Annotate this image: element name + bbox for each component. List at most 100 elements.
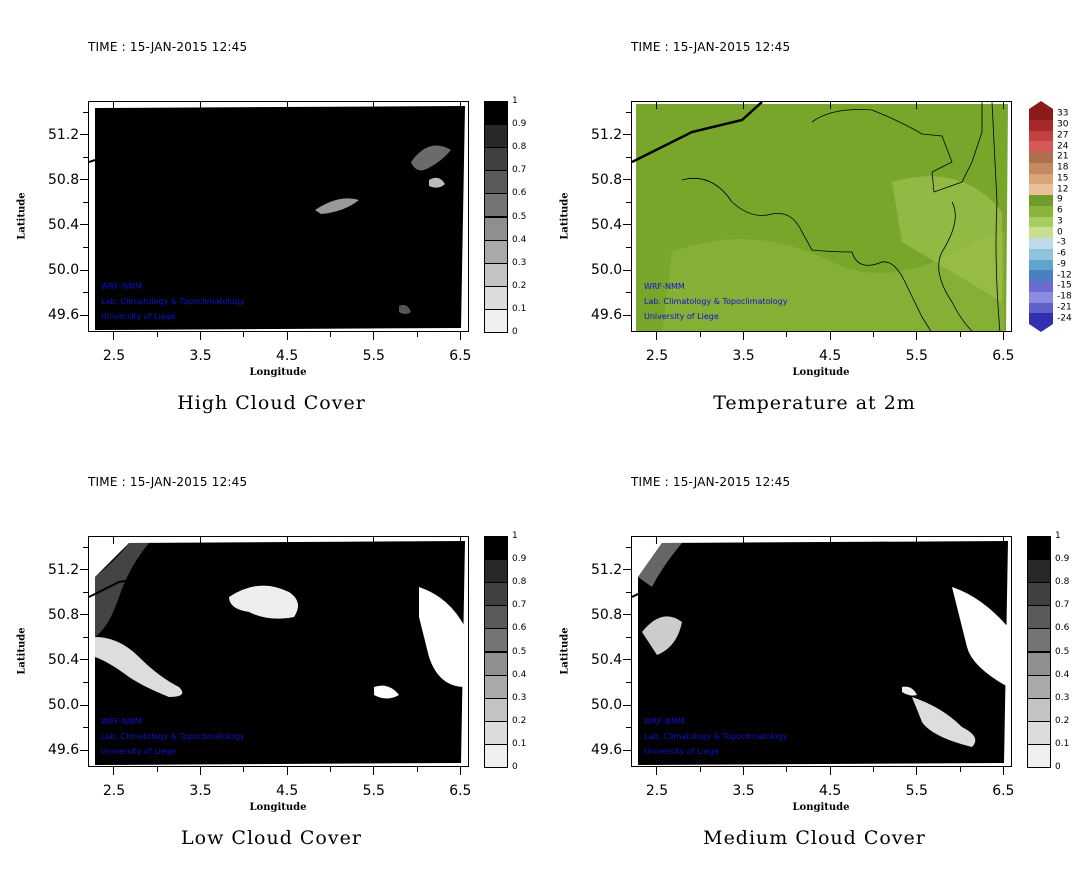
map-field: [89, 102, 468, 331]
time-label: TIME : 15-JAN-2015 12:45: [631, 475, 791, 489]
x-tick-mark: [1002, 767, 1004, 775]
coastline: [632, 102, 763, 164]
colorbar: 0 0.1 0.2 0.3 0.4 0.5 0.6 0.7 0.8 0.9 1: [484, 96, 526, 337]
colorbar-segment: [1027, 628, 1051, 653]
colorbar-segment: [1029, 130, 1053, 142]
x-tick-label: 2.5: [102, 348, 126, 364]
x-tick-mark: [829, 767, 831, 775]
y-minor-tick: [626, 292, 631, 294]
colorbar-label: 0.7: [512, 165, 527, 176]
x-minor-tick: [416, 767, 418, 772]
cloud-gap: [642, 616, 682, 655]
colorbar-segment: [484, 720, 508, 745]
colorbar-segment: [484, 147, 508, 172]
x-tick-mark: [916, 767, 918, 775]
x-minor-tick: [786, 332, 788, 337]
credit-model: WRF-NMM: [644, 717, 685, 726]
map-plot: WRF-NMM Lab. Climatology & Topoclimatolo…: [88, 536, 469, 767]
x-tick-label: 2.5: [645, 783, 669, 799]
colorbar-segment: [1027, 536, 1051, 561]
x-tick-label: 5.5: [362, 783, 385, 799]
x-tick-label: 6.5: [992, 348, 1015, 364]
y-minor-tick: [83, 727, 88, 729]
credit-model: WRF-NMM: [644, 282, 685, 291]
colorbar-label: -9: [1057, 259, 1066, 270]
x-tick-label: 5.5: [362, 348, 385, 364]
colorbar-label: 27: [1057, 130, 1069, 141]
x-tick-mark: [373, 332, 375, 340]
time-label: TIME : 15-JAN-2015 12:45: [88, 475, 248, 489]
colorbar-segment: [1027, 651, 1051, 676]
colorbar-segment: [1029, 184, 1053, 195]
y-tick-mark: [80, 134, 88, 136]
cloud-mask: [95, 106, 465, 330]
y-tick-label: 50.8: [591, 171, 623, 188]
x-tick-mark: [373, 101, 375, 109]
y-minor-tick: [626, 546, 631, 548]
colorbar-segment: [1029, 141, 1053, 152]
y-tick-label: 50.8: [48, 606, 80, 623]
colorbar-segment: [1029, 152, 1053, 163]
y-tick-label: 50.4: [591, 216, 623, 233]
y-tick-label: 50.0: [591, 262, 623, 279]
y-minor-tick: [83, 201, 88, 203]
colorbar-top-arrow: [1029, 101, 1053, 109]
border-line: [89, 159, 96, 163]
colorbar-segment: [1029, 259, 1053, 271]
credit-lab: Lab. Climatology & Topoclimatology: [101, 732, 245, 741]
colorbar-label: 0.4: [1055, 669, 1070, 680]
x-minor-tick: [959, 332, 961, 337]
colorbar-label: 0.7: [1055, 600, 1070, 611]
colorbar-segment: [1029, 291, 1053, 303]
x-tick-mark: [656, 536, 658, 544]
colorbar-label: 0.8: [512, 577, 527, 588]
x-minor-tick: [699, 767, 701, 772]
x-tick-label: 4.5: [819, 783, 842, 799]
temperature-zone: [892, 176, 1002, 302]
border-line: [938, 201, 973, 331]
cloud-mask: [95, 541, 465, 765]
y-minor-tick: [626, 201, 631, 203]
y-minor-tick: [626, 246, 631, 248]
x-axis-label: Longitude: [249, 802, 307, 813]
x-tick-mark: [200, 332, 202, 340]
colorbar-segment: [1029, 162, 1053, 174]
y-minor-tick: [626, 591, 631, 593]
colorbar-label: 21: [1057, 151, 1069, 162]
y-tick-mark: [623, 269, 631, 271]
colorbar-label: 0.3: [512, 692, 527, 703]
temperature-zone: [662, 232, 1004, 331]
x-tick-mark: [829, 536, 831, 544]
colorbar-segment: [1029, 238, 1053, 249]
x-tick-mark: [656, 767, 658, 775]
y-minor-tick: [83, 246, 88, 248]
y-tick-mark: [623, 614, 631, 616]
y-tick-label: 50.0: [591, 697, 623, 714]
colorbar-label: -18: [1057, 291, 1072, 302]
colorbar-label: 0: [512, 327, 518, 337]
colorbar-label: 18: [1057, 162, 1069, 173]
cloud-gap: [95, 637, 183, 697]
y-tick-mark: [80, 659, 88, 661]
x-tick-mark: [829, 332, 831, 340]
y-tick-label: 51.2: [48, 561, 80, 578]
colorbar-label: 0.3: [1055, 692, 1070, 703]
colorbar-label: 0.1: [1055, 738, 1070, 749]
border-line: [811, 102, 983, 193]
y-tick-mark: [623, 704, 631, 706]
colorbar-segment: [1029, 205, 1053, 217]
x-tick-label: 3.5: [189, 783, 212, 799]
y-tick-mark: [623, 224, 631, 226]
colorbar-label: 0.9: [512, 554, 527, 565]
colorbar-segment: [484, 582, 508, 607]
colorbar-segment: [1029, 119, 1053, 131]
map-field: [632, 102, 1011, 331]
x-minor-tick: [786, 767, 788, 772]
colorbar-segment: [484, 262, 508, 287]
colorbar-segment: [1027, 582, 1051, 607]
y-tick-label: 49.6: [591, 742, 623, 759]
y-tick-label: 50.0: [48, 262, 80, 279]
x-tick-label: 6.5: [992, 783, 1015, 799]
x-tick-label: 6.5: [449, 348, 472, 364]
plot-title: Low Cloud Cover: [181, 827, 362, 849]
